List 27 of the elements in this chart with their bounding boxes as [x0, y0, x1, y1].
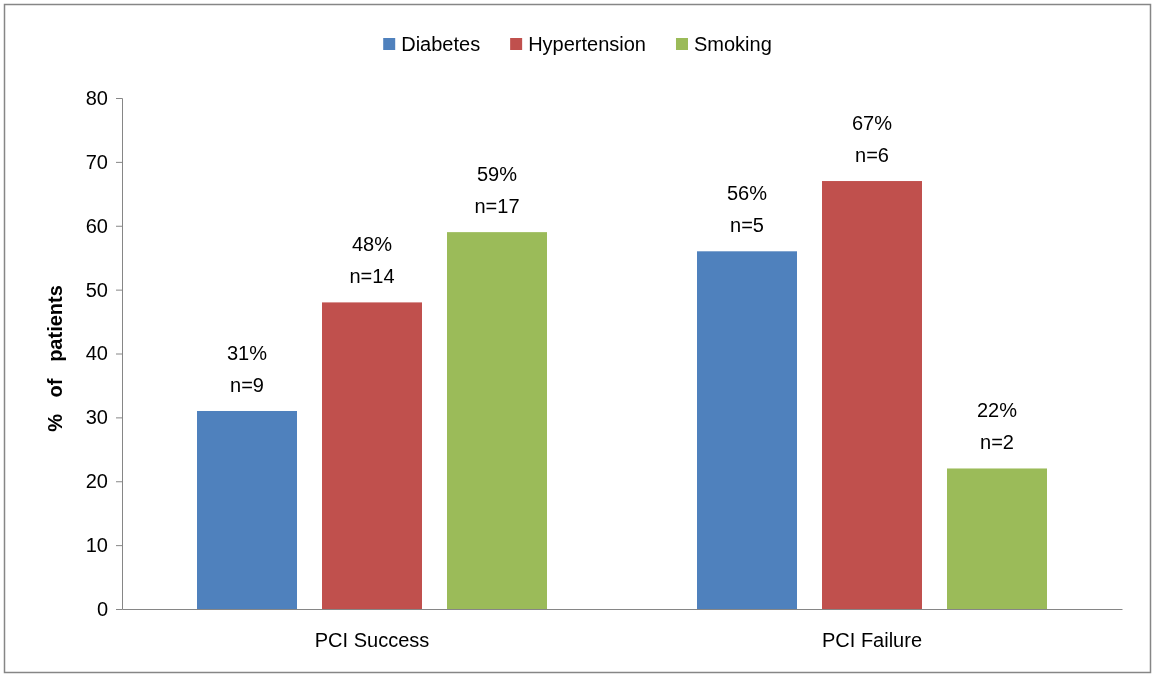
y-tick-label: 60 [85, 214, 108, 237]
bar [947, 468, 1047, 609]
bar [322, 302, 422, 609]
data-label: 59% n=17 [474, 163, 520, 218]
bar [447, 232, 547, 609]
bar [822, 181, 922, 609]
bar [197, 410, 297, 609]
y-tick-label: 10 [85, 534, 108, 557]
legend-label: Diabetes [401, 33, 481, 55]
data-label: 48% n=14 [349, 233, 395, 288]
data-label: 56% n=5 [726, 182, 768, 237]
y-tick-label: 50 [85, 278, 108, 301]
data-label: 22% n=2 [976, 399, 1018, 454]
y-tick-label: 20 [85, 470, 108, 493]
y-tick-label: 30 [85, 406, 108, 429]
y-tick-label: 70 [85, 150, 108, 173]
x-tick-label: PCI Success [314, 629, 430, 652]
x-tick-label: PCI Failure [821, 629, 923, 652]
data-label: 67% n=6 [851, 112, 893, 167]
legend-label: Smoking [693, 33, 772, 55]
y-axis-title: % of patients [44, 285, 66, 432]
legend-label: Hypertension [528, 33, 646, 55]
y-tick-label: 40 [85, 342, 108, 365]
y-tick-label: 80 [85, 86, 108, 109]
data-label: 31% n=9 [226, 341, 268, 396]
bar [697, 251, 797, 609]
y-tick-label: 0 [96, 597, 108, 620]
